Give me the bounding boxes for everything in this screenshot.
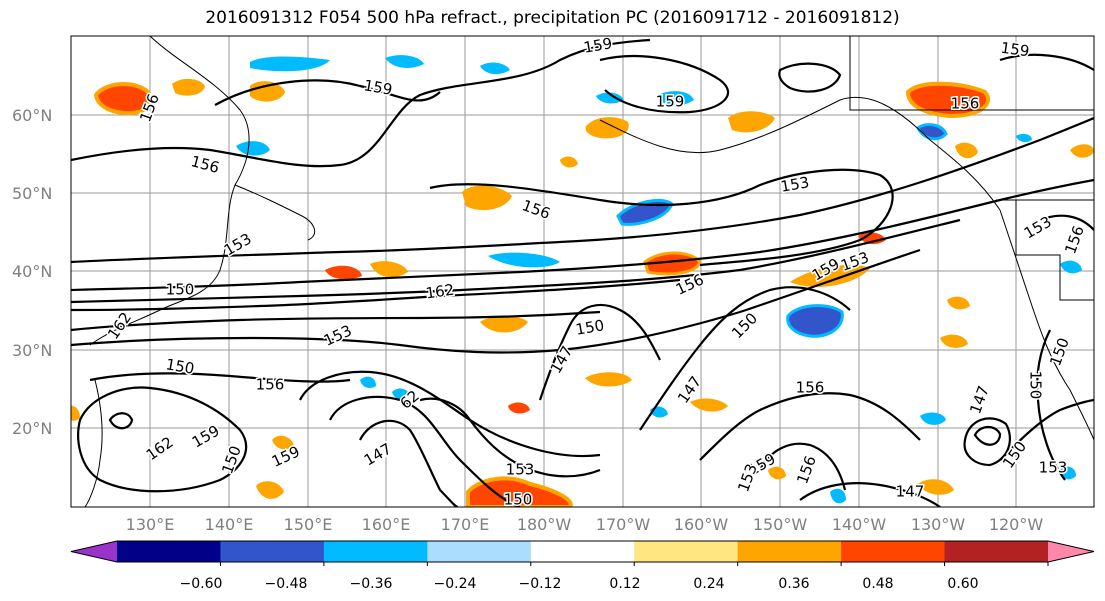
colorbar-tick-label: 0.36: [778, 576, 809, 592]
lon-label: 170°E: [441, 515, 490, 534]
contour-label: 150: [166, 281, 195, 299]
colorbar-outline: [70, 540, 1095, 563]
colorbar-tick-label: 0.60: [947, 576, 978, 592]
colorbar-segment: [323, 541, 428, 562]
graticule: [71, 36, 1094, 507]
colorbar-segment: [634, 541, 739, 562]
map-frame: [70, 35, 1095, 508]
map-title: 2016091312 F054 500 hPa refract., precip…: [205, 8, 900, 28]
colorbar-segment: [220, 541, 325, 562]
colorbar-tick-labels: −0.60 −0.48 −0.36 −0.24 −0.12 0.12 0.24 …: [180, 576, 979, 592]
lon-label: 160°E: [362, 515, 411, 534]
lon-label: 130°W: [911, 515, 966, 534]
colorbar-segment: [530, 541, 635, 562]
contour-label: 156: [256, 376, 285, 394]
colorbar-segment: [737, 541, 842, 562]
colorbar: [70, 540, 1095, 566]
lat-label: 30°N: [12, 341, 52, 360]
colorbar-tick-label: 0.24: [693, 576, 724, 592]
colorbar-tick-label: −0.12: [519, 576, 562, 592]
colorbar-segment: [841, 541, 946, 562]
contour-label: 150: [164, 355, 195, 378]
colorbar-tick-label: −0.24: [434, 576, 477, 592]
height-contours: [71, 38, 1094, 507]
colorbar-tick-label: 0.12: [609, 576, 640, 592]
lat-label: 60°N: [12, 106, 52, 125]
contour-label: 159: [582, 34, 613, 57]
latitude-labels: 60°N 50°N 40°N 30°N 20°N: [12, 106, 52, 438]
colorbar-segment: [71, 541, 117, 562]
lat-label: 50°N: [12, 184, 52, 203]
lat-label: 20°N: [12, 419, 52, 438]
lon-label: 170°W: [596, 515, 651, 534]
lon-label: 120°W: [989, 515, 1044, 534]
contour-label: 153: [1039, 459, 1068, 477]
colorbar-segment: [944, 541, 1049, 562]
lon-label: 180°W: [517, 515, 572, 534]
colorbar-tick-label: −0.36: [350, 576, 393, 592]
lon-label: 130°E: [126, 515, 175, 534]
contour-label: 147: [896, 483, 925, 501]
colorbar-tick-label: 0.48: [862, 576, 893, 592]
colorbar-tick-label: −0.60: [180, 576, 223, 592]
coastlines: [84, 36, 1094, 507]
colorbar-tick-label: −0.48: [265, 576, 308, 592]
lon-label: 140°E: [205, 515, 254, 534]
colorbar-segment: [117, 541, 221, 562]
longitude-labels: 130°E 140°E 150°E 160°E 170°E 180°W 170°…: [126, 515, 1044, 534]
contour-label: 156: [796, 379, 825, 397]
contour-label: 156: [951, 95, 980, 113]
lat-label: 40°N: [12, 262, 52, 281]
contour-label: 159: [656, 93, 685, 111]
colorbar-segment: [427, 541, 532, 562]
contour-label: 150: [504, 491, 533, 509]
lon-label: 150°E: [284, 515, 333, 534]
lon-label: 150°W: [753, 515, 808, 534]
colorbar-segment: [1048, 541, 1094, 562]
contour-label: 159: [1000, 39, 1031, 61]
lon-label: 140°W: [832, 515, 887, 534]
lon-label: 160°W: [674, 515, 729, 534]
contour-label: 153: [506, 461, 535, 479]
contour-label: 150: [1027, 371, 1045, 400]
